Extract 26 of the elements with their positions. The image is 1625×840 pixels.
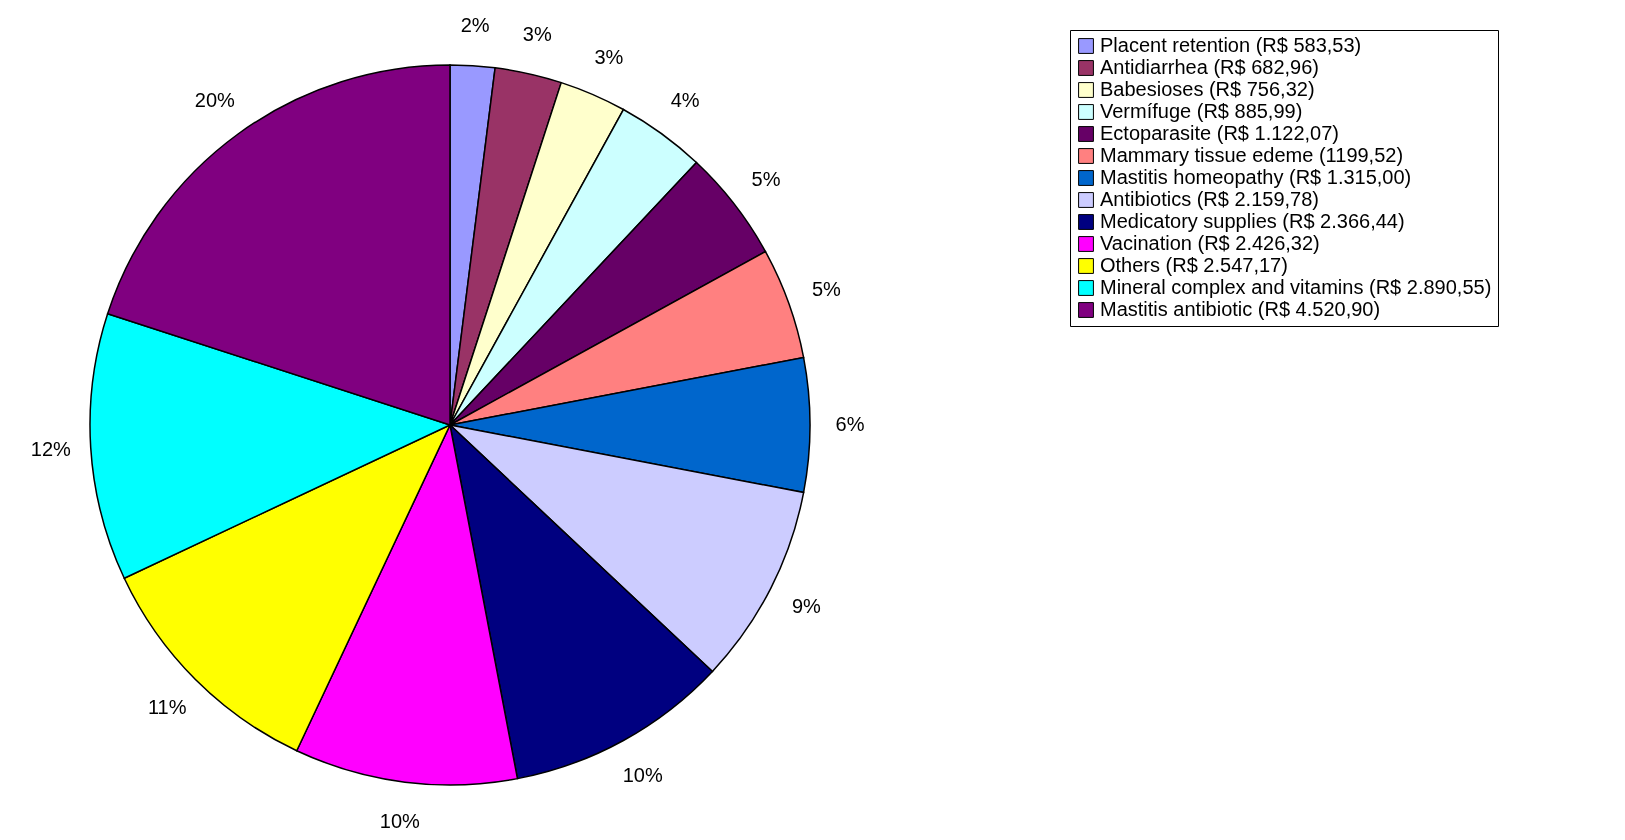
data-label: 5% [811, 277, 842, 300]
legend-label: Vacination (R$ 2.426,32) [1100, 232, 1320, 254]
legend-label: Vermífuge (R$ 885,99) [1100, 100, 1303, 122]
legend-label: Placent retention (R$ 583,53) [1100, 34, 1362, 56]
data-label: 10% [379, 809, 421, 832]
legend-label: Medicatory supplies (R$ 2.366,44) [1100, 210, 1405, 232]
legend-label: Mastitis antibiotic (R$ 4.520,90) [1100, 298, 1381, 320]
legend-label: Antibiotics (R$ 2.159,78) [1100, 188, 1320, 210]
legend-label: Mineral complex and vitamins (R$ 2.890,55) [1100, 276, 1492, 298]
data-label: 3% [594, 45, 624, 68]
legend-label: Others (R$ 2.547,17) [1100, 254, 1288, 276]
data-label: 12% [30, 438, 72, 461]
data-label: 20% [194, 89, 236, 112]
legend-label: Ectoparasite (R$ 1.122,07) [1100, 122, 1340, 144]
legend-label: Mammary tissue edeme (1199,52) [1100, 144, 1404, 166]
legend-label: Mastitis homeopathy (R$ 1.315,00) [1100, 166, 1412, 188]
legend-label: Babesioses (R$ 756,32) [1100, 78, 1315, 100]
legend-label: Antidiarrhea (R$ 682,96) [1100, 56, 1320, 78]
data-label: 10% [622, 763, 663, 786]
data-label: 9% [791, 594, 822, 617]
data-label: 4% [670, 89, 700, 112]
data-label: 6% [835, 413, 865, 435]
data-label: 11% [147, 695, 187, 718]
data-label: 5% [751, 167, 781, 190]
data-label: 3% [522, 22, 552, 45]
data-label: 2% [460, 13, 490, 36]
